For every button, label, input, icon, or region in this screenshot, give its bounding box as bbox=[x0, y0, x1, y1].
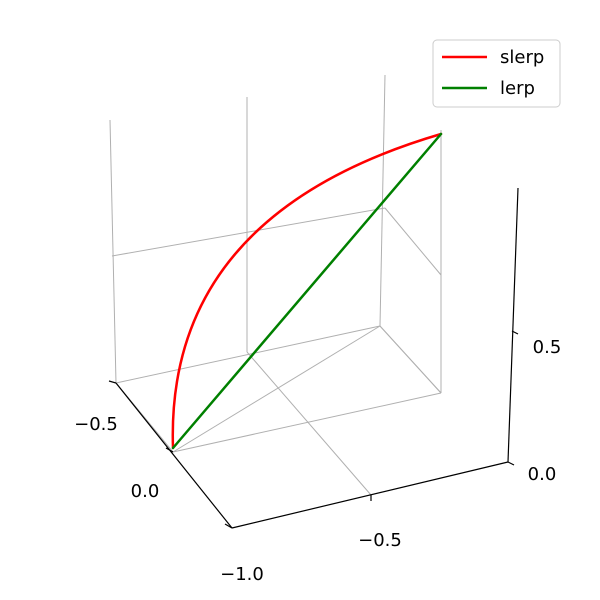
legend-label-slerp: slerp bbox=[500, 47, 544, 68]
grid-line bbox=[172, 392, 442, 453]
z-tick-label: 0.0 bbox=[528, 464, 557, 485]
x-axis-line bbox=[231, 461, 509, 529]
axis-tick bbox=[108, 380, 117, 384]
grid-line bbox=[379, 74, 386, 327]
x-tick-label: −1.0 bbox=[220, 564, 264, 585]
legend: slerp lerp bbox=[432, 39, 561, 108]
series-line-slerp bbox=[171, 132, 443, 450]
grid-line bbox=[172, 325, 381, 453]
axis-tick bbox=[511, 330, 519, 335]
x-tick-label: −0.5 bbox=[358, 530, 402, 551]
y-axis-line bbox=[115, 382, 233, 529]
grid-line bbox=[111, 207, 386, 257]
axis-tick bbox=[165, 447, 174, 453]
grid-lines bbox=[109, 74, 442, 496]
z-axis-line bbox=[507, 187, 519, 463]
grid-line bbox=[109, 119, 117, 384]
y-tick-label: 0.0 bbox=[131, 481, 160, 502]
grid-line bbox=[115, 325, 381, 384]
legend-label-lerp: lerp bbox=[500, 78, 535, 99]
tick-labels: −1.0 −0.5 −0.5 0.0 0.0 0.5 bbox=[74, 337, 561, 585]
z-tick-label: 0.5 bbox=[533, 337, 562, 358]
axis-tick bbox=[224, 523, 233, 529]
axis-lines bbox=[108, 187, 519, 529]
series-lines bbox=[171, 132, 443, 450]
grid-line bbox=[384, 207, 442, 276]
y-tick-label: −0.5 bbox=[74, 414, 118, 435]
grid-line bbox=[379, 325, 442, 394]
series-line-lerp bbox=[171, 132, 443, 450]
axis-tick bbox=[507, 461, 515, 466]
grid-line bbox=[246, 351, 372, 496]
